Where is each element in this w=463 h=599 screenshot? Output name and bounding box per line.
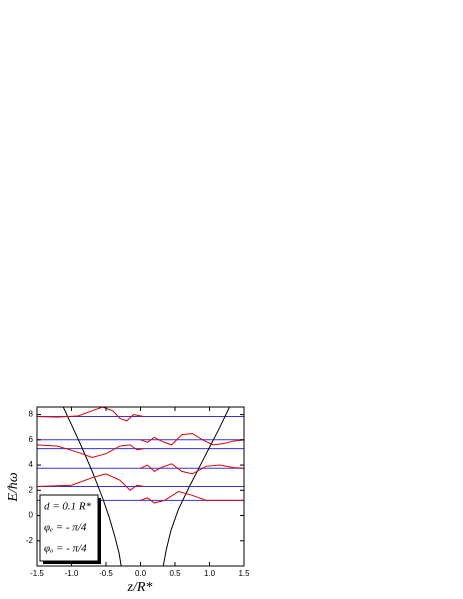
x-axis-label: z/R* (127, 580, 153, 595)
y-tick-label: 6 (29, 435, 34, 444)
y-axis-label: E/ħω (6, 472, 21, 502)
x-tick-label: -1.5 (30, 569, 44, 578)
annotation-box (39, 494, 99, 562)
curve (140, 491, 244, 504)
x-tick-label: -1.0 (65, 569, 79, 578)
annotation: φₑ = - π/4 (44, 522, 87, 534)
annotation: d = 0.1 R* (44, 501, 92, 513)
x-tick-label: 1.5 (238, 569, 250, 578)
x-tick-label: 0.5 (169, 569, 181, 578)
y-tick-label: 0 (29, 511, 34, 520)
x-tick-label: -0.5 (99, 569, 113, 578)
curve (140, 432, 244, 446)
curve (62, 407, 122, 566)
y-tick-label: 4 (29, 460, 34, 469)
y-tick-label: 2 (29, 485, 34, 494)
x-tick-label: 1.0 (204, 569, 216, 578)
y-tick-label: -2 (26, 536, 34, 545)
annotation: φₒ = - π/4 (44, 543, 87, 555)
curve (162, 407, 230, 566)
x-tick-label: 0.0 (135, 569, 147, 578)
curve (140, 463, 244, 475)
curve (37, 473, 145, 491)
curve (37, 444, 145, 459)
curve (37, 407, 145, 422)
y-tick-label: 8 (29, 410, 34, 419)
